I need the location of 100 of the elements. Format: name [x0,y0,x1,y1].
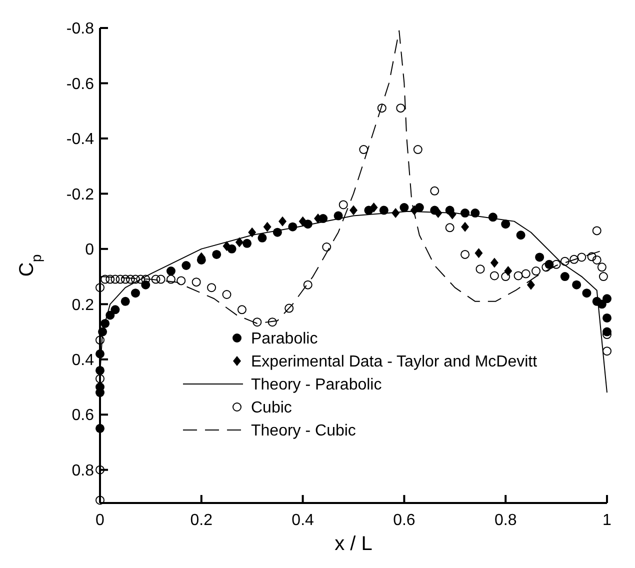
y-tick-label: 0.6 [72,407,94,424]
x-tick-label: 0.8 [494,512,517,529]
point [521,269,530,278]
point [430,186,440,196]
point [222,241,231,252]
y-tick-label: -0.2 [66,186,94,204]
legend-label: Cubic [251,400,292,417]
point [338,200,348,210]
point [602,313,612,322]
legend-label: Parabolic [251,330,318,348]
point [370,202,378,213]
point [560,256,570,266]
point [237,305,246,314]
point [592,255,602,264]
point [303,280,312,290]
point [130,274,140,284]
point [516,230,526,240]
point [263,222,272,232]
point [166,274,176,284]
y-tick-label: 0.2 [72,296,94,314]
point [278,216,287,226]
x-tick-label: 1 [602,512,612,529]
point [96,374,104,384]
point [298,216,307,226]
point [258,233,267,242]
point [268,318,277,327]
point [136,274,146,284]
point [242,238,252,248]
point [598,272,608,282]
point [532,266,541,276]
point [542,262,551,272]
point [560,272,570,282]
point [166,266,176,276]
point [126,274,135,284]
point [222,290,232,299]
point [192,278,201,287]
point [110,274,120,284]
point [413,145,422,154]
y-tick-label: -0.4 [66,131,94,148]
point [587,252,596,262]
point [120,274,130,284]
point [602,294,612,304]
x-tick-label: 0.6 [393,512,416,529]
point [100,274,110,284]
point [182,261,191,270]
point [577,252,586,262]
point [116,274,125,284]
point [130,288,140,298]
point [476,264,485,274]
point [156,274,166,284]
point [106,274,115,284]
x-tick-label: 0.2 [190,512,213,529]
legend-label: Theory - Cubic [251,422,356,440]
point [212,250,222,259]
point [461,222,470,232]
point [597,262,606,272]
point [526,280,535,290]
point [151,274,160,284]
point [501,272,510,282]
point [572,280,582,290]
point [96,496,104,505]
x-tick-label: 0 [96,512,105,529]
x-tick-label: 0.4 [292,512,314,529]
point [490,258,498,268]
point [96,336,104,345]
point [96,465,104,474]
point [445,223,454,232]
y-tick-label: 0.8 [72,462,94,480]
point [592,226,602,236]
point [252,318,262,327]
x-axis-title: x / L [334,533,372,555]
point [120,296,130,306]
y-tick-label: 0 [85,242,94,259]
point [396,104,406,113]
point [602,346,612,356]
point [235,237,244,248]
point [322,242,332,252]
point [570,254,579,264]
point [350,205,358,216]
point [110,305,120,314]
y-tick-label: -0.6 [66,76,94,93]
point [96,283,104,292]
point [514,271,523,280]
point [377,104,386,113]
point [552,260,561,269]
legend-label: Experimental Data - Taylor and McDevitt [251,354,538,371]
point [400,203,409,212]
point [582,288,592,298]
point [474,248,483,258]
y-tick-label: 0.4 [72,352,94,369]
point [490,271,499,280]
point [284,304,294,313]
legend-label: Theory - Parabolic [251,376,382,394]
point [359,145,368,154]
point [248,227,256,238]
point [460,250,470,259]
point [207,283,216,292]
point [176,276,186,286]
y-tick-label: -0.8 [66,20,94,38]
point [501,220,510,229]
